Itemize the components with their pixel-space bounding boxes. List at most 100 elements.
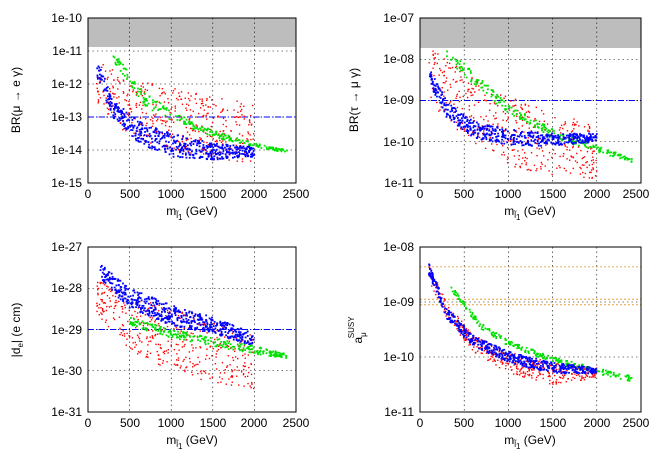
p2-blue-point <box>429 73 432 75</box>
p3-blue-point <box>202 326 205 329</box>
p1-red-point <box>146 122 148 124</box>
p4-green-point <box>476 321 478 324</box>
p3-red-point <box>137 318 139 321</box>
p2-blue-point <box>459 113 462 116</box>
p2-green-point <box>506 110 509 113</box>
p2-green-point <box>559 137 561 140</box>
p2-red-point <box>447 89 449 91</box>
p1-red-point <box>126 113 129 115</box>
p1-blue-point <box>243 147 246 150</box>
p3-red-point <box>151 336 154 338</box>
p2-red-point <box>461 122 464 125</box>
p3-blue-point <box>170 313 173 316</box>
p4-blue-point <box>486 347 489 350</box>
p2-red-point <box>573 128 575 130</box>
p4-blue-point <box>574 367 577 370</box>
p4-blue-point <box>508 360 511 363</box>
p2-red-point <box>506 147 509 149</box>
p1-blue-point <box>146 128 149 131</box>
p1-red-point <box>241 142 244 145</box>
p1-blue-point <box>224 146 226 149</box>
p1-red-point <box>172 121 175 123</box>
p3-red-point <box>154 321 156 323</box>
p1-blue-point <box>96 74 99 77</box>
p1-blue-point <box>161 145 164 148</box>
p4-red-point <box>498 351 500 353</box>
p1-blue-point <box>207 152 209 155</box>
p1-blue-point <box>149 135 152 137</box>
p2-blue-point <box>457 117 459 119</box>
p1-red-point <box>97 77 100 79</box>
p2-red-point <box>462 81 465 84</box>
p3-green-point <box>273 353 276 356</box>
p4-blue-point <box>572 366 575 368</box>
p2-blue-point <box>434 89 437 92</box>
p3-blue-point <box>175 307 177 310</box>
p3-blue-point <box>157 313 160 315</box>
p1-green-point <box>213 133 216 136</box>
p4-blue-point <box>489 343 492 346</box>
p4-red-point <box>433 290 435 292</box>
p3-blue-point <box>155 301 158 304</box>
p1-blue-point <box>222 150 225 152</box>
p3-red-point <box>114 301 116 304</box>
p4-green-point <box>557 359 560 361</box>
p2-red-point <box>585 161 587 164</box>
p2-blue-point <box>451 109 454 112</box>
p1-red-point <box>243 118 246 120</box>
p3-green-point <box>274 351 277 354</box>
p4-green-point <box>518 347 521 349</box>
p3-ytick-1: 1e-30 <box>51 364 82 378</box>
p1-red-point <box>107 76 109 79</box>
p1-blue-point <box>172 155 175 158</box>
p2-green-point <box>510 106 513 109</box>
p1-red-point <box>130 85 132 87</box>
p2-blue-point <box>545 134 548 137</box>
p1-xlabel: ml̃1 (GeV) <box>166 204 218 222</box>
p2-red-point <box>433 63 435 65</box>
p2-blue-point <box>548 139 550 142</box>
p4-red-point <box>479 347 482 349</box>
p3-green-point <box>278 354 280 356</box>
p4-blue-point <box>471 340 473 343</box>
p1-green-point <box>263 144 266 147</box>
p3-red-point <box>251 351 254 353</box>
p1-green-point <box>155 101 157 104</box>
p4-green-point <box>470 314 472 317</box>
p3-blue-point <box>225 334 227 337</box>
p2-green-point <box>467 68 469 70</box>
p3-red-point <box>242 373 245 376</box>
p2-blue-point <box>443 102 446 105</box>
p2-green-point <box>485 91 488 94</box>
p1-red-point <box>210 125 213 128</box>
p4-blue-point <box>493 346 495 349</box>
p1-green-point <box>277 148 280 151</box>
p1-blue-point <box>190 144 193 147</box>
p2-red-point <box>502 111 505 113</box>
p3-red-point <box>125 312 127 314</box>
p2-blue-point <box>504 137 507 140</box>
p4-red-point <box>573 371 575 373</box>
p2-red-point <box>430 96 432 99</box>
p1-blue-point <box>192 156 195 159</box>
p3-blue-point <box>212 328 215 331</box>
p3-blue-point <box>135 300 138 303</box>
p2-red-point <box>534 117 536 120</box>
p4-blue-point <box>573 369 576 372</box>
p4-blue-point <box>582 365 585 368</box>
p1-blue-point <box>175 148 177 151</box>
p1-blue-point <box>116 107 119 109</box>
p3-red-point <box>121 306 124 308</box>
p3-red-point <box>242 365 245 367</box>
p1-xtick-3: 1500 <box>200 187 227 201</box>
p2-blue-point <box>563 142 566 145</box>
p1-blue-point <box>163 144 165 147</box>
p2-blue-point <box>446 108 449 111</box>
p3-blue-point <box>206 323 209 326</box>
p2-red-point <box>454 71 456 73</box>
p1-red-point <box>143 91 146 93</box>
p3-red-point <box>191 344 193 346</box>
p2-green-point <box>594 144 597 147</box>
p3-blue-point <box>173 308 176 311</box>
p2-red-point <box>577 146 580 148</box>
